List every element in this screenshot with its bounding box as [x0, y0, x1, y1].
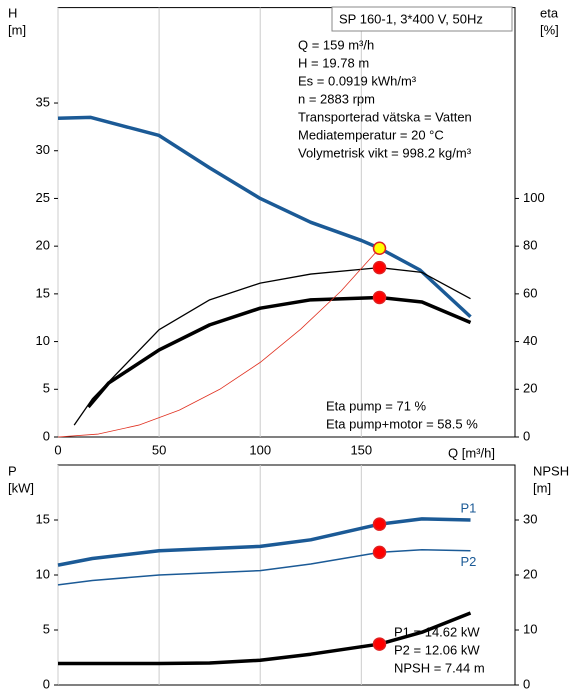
y2-tick-label: 40	[523, 333, 537, 348]
title-box	[331, 6, 513, 32]
y-tick-label: 15	[36, 285, 50, 300]
y-tick-label: 30	[36, 142, 50, 157]
y2-tick-label: 20	[523, 566, 537, 581]
y-tick-label: 35	[36, 94, 50, 109]
operating-point	[372, 290, 387, 305]
curve	[57, 517, 471, 567]
info-line: Q = 159 m³/h	[298, 37, 374, 52]
x-axis-label: Q [m³/h]	[448, 445, 495, 460]
curve	[57, 247, 380, 438]
note-line: Eta pump+motor = 58.5 %	[326, 416, 478, 431]
x-tick-label: 100	[249, 442, 271, 457]
y2-axis-unit: [%]	[540, 22, 559, 37]
note-line: Eta pump = 71 %	[326, 398, 427, 413]
y-axis-label: H	[8, 5, 17, 20]
y2-tick-label: 20	[523, 381, 537, 396]
y-tick-label: 25	[36, 190, 50, 205]
y-tick-label: 15	[36, 511, 50, 526]
y-tick-label: 5	[43, 621, 50, 636]
y2-tick-label: 80	[523, 238, 537, 253]
y-tick-label: 5	[43, 381, 50, 396]
y2-axis-unit: [m]	[533, 480, 551, 495]
curve-label: P1	[461, 500, 477, 515]
operating-point	[372, 545, 387, 560]
curve	[57, 115, 472, 319]
y-tick-label: 20	[36, 238, 50, 253]
y-axis-unit: [m]	[8, 22, 26, 37]
info-line: Transporterad vätska = Vatten	[298, 109, 472, 124]
y-tick-label: 10	[36, 333, 50, 348]
y2-tick-label: 30	[523, 511, 537, 526]
plot-area	[57, 464, 516, 686]
info-line: Mediatemperatur = 20 °C	[298, 127, 444, 142]
y2-tick-label: 0	[523, 676, 530, 691]
info-line: Es = 0.0919 kWh/m³	[298, 73, 417, 88]
y-axis-label: P	[8, 463, 17, 478]
info-line: H = 19.78 m	[298, 55, 369, 70]
y2-axis-label: eta	[540, 5, 559, 20]
note-line: NPSH = 7.44 m	[394, 660, 485, 675]
note-line: P2 = 12.06 kW	[394, 642, 480, 657]
operating-point	[372, 517, 387, 531]
info-line: n = 2883 rpm	[298, 91, 375, 106]
curve-label: P2	[461, 554, 477, 569]
x-tick-label: 150	[350, 442, 372, 457]
curve	[73, 266, 471, 426]
operating-point	[372, 241, 387, 256]
info-line: Volymetrisk vikt = 998.2 kg/m³	[298, 145, 472, 160]
x-tick-label: 0	[54, 442, 61, 457]
operating-point	[372, 637, 387, 651]
y2-tick-label: 60	[523, 285, 537, 300]
curve	[86, 295, 472, 409]
chart-title: SP 160-1, 3*400 V, 50Hz	[339, 11, 483, 26]
y2-axis-label: NPSH	[533, 463, 569, 478]
y-tick-label: 10	[36, 566, 50, 581]
y-tick-label: 0	[43, 676, 50, 691]
operating-point	[372, 260, 387, 275]
y-axis-unit: [kW]	[8, 480, 34, 495]
y-tick-label: 0	[43, 428, 50, 443]
curve	[58, 611, 472, 666]
x-tick-label: 50	[152, 442, 166, 457]
y2-tick-label: 100	[523, 190, 545, 205]
y2-tick-label: 10	[523, 621, 537, 636]
curve	[57, 548, 471, 586]
y2-tick-label: 0	[523, 428, 530, 443]
